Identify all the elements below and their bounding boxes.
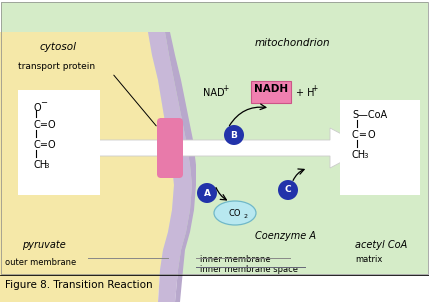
Text: NAD: NAD <box>203 88 225 98</box>
Text: cytosol: cytosol <box>40 42 77 52</box>
Text: 3: 3 <box>363 153 368 159</box>
Text: C: C <box>33 120 40 130</box>
Text: matrix: matrix <box>355 255 382 264</box>
Text: O: O <box>33 103 41 113</box>
Text: CH: CH <box>33 160 47 170</box>
Bar <box>340 100 420 195</box>
Text: outer membrane: outer membrane <box>5 258 76 267</box>
Text: acetyl CoA: acetyl CoA <box>355 240 407 250</box>
Polygon shape <box>148 32 192 302</box>
Text: ═: ═ <box>40 140 46 150</box>
Polygon shape <box>75 128 368 168</box>
Ellipse shape <box>214 201 256 225</box>
FancyBboxPatch shape <box>157 118 183 178</box>
Polygon shape <box>165 32 196 302</box>
Text: transport protein: transport protein <box>18 62 95 71</box>
Text: B: B <box>230 131 237 139</box>
Text: Coenzyme A: Coenzyme A <box>255 231 316 241</box>
Text: inner membrane space: inner membrane space <box>200 265 298 274</box>
Text: O: O <box>48 120 56 130</box>
Text: C: C <box>33 140 40 150</box>
Bar <box>1 2 428 274</box>
Text: NADH: NADH <box>254 84 288 94</box>
Text: ═: ═ <box>359 130 365 140</box>
Polygon shape <box>0 32 174 302</box>
Text: ═: ═ <box>40 120 46 130</box>
Text: C: C <box>285 185 291 195</box>
Circle shape <box>197 183 217 203</box>
Text: Figure 8. Transition Reaction: Figure 8. Transition Reaction <box>5 280 153 290</box>
Text: O: O <box>367 130 375 140</box>
Text: 2: 2 <box>244 214 248 218</box>
Text: + H: + H <box>294 88 314 98</box>
Text: O: O <box>48 140 56 150</box>
Text: −: − <box>40 98 47 107</box>
Text: 3: 3 <box>44 163 48 169</box>
Text: mitochondrion: mitochondrion <box>255 38 331 48</box>
Text: S—CoA: S—CoA <box>352 110 387 120</box>
FancyBboxPatch shape <box>251 81 291 103</box>
Bar <box>0 275 429 305</box>
Text: CO: CO <box>229 209 241 217</box>
Text: +: + <box>311 84 317 93</box>
Circle shape <box>278 180 298 200</box>
Text: +: + <box>222 84 228 93</box>
Text: inner membrane: inner membrane <box>200 255 271 264</box>
Text: CH: CH <box>352 150 366 160</box>
Text: pyruvate: pyruvate <box>22 240 66 250</box>
Bar <box>1 2 428 274</box>
Circle shape <box>224 125 244 145</box>
Text: C: C <box>352 130 359 140</box>
Text: A: A <box>203 188 211 198</box>
Bar <box>18 90 100 195</box>
